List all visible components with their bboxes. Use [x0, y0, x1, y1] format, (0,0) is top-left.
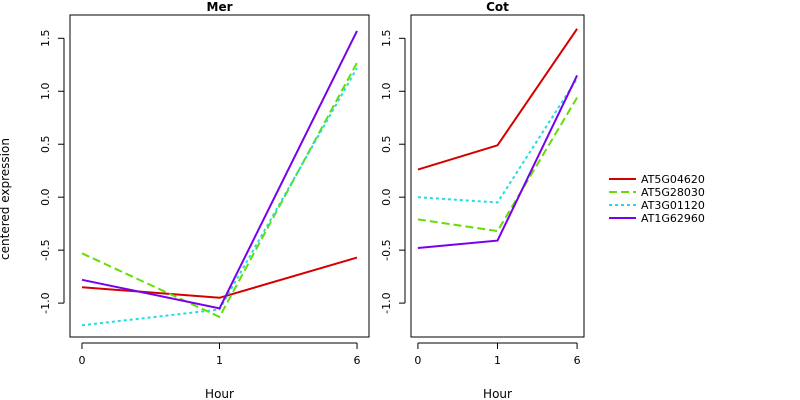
x-tick-label: 1 — [494, 354, 501, 367]
series-line-at3g01120 — [81, 67, 358, 327]
panel-title: Mer — [207, 0, 233, 14]
series-line-at5g28030 — [417, 97, 578, 233]
y-tick-label: 1.5 — [39, 30, 52, 48]
y-tick-label: -1.0 — [380, 292, 393, 313]
series-line-at5g04620 — [81, 256, 358, 299]
legend-label: AT1G62960 — [641, 212, 705, 225]
series-line-at5g28030 — [81, 62, 358, 319]
plot-frame — [410, 14, 585, 338]
y-tick-label: -1.0 — [39, 292, 52, 313]
x-tick-label: 6 — [574, 354, 581, 367]
y-tick-label: 0.0 — [39, 188, 52, 206]
x-axis-label: Hour — [205, 387, 234, 400]
y-tick-label: -0.5 — [39, 239, 52, 260]
series-line-at5g04620 — [417, 28, 578, 171]
y-tick-label: -0.5 — [380, 239, 393, 260]
series-line-at1g62960 — [417, 74, 579, 249]
panel-cot: Cot 0 1 6 Hour -1.0 -0.5 0.0 0.5 1.0 1.5 — [380, 0, 585, 400]
legend-label: AT3G01120 — [641, 199, 705, 212]
x-tick-label: 0 — [78, 354, 85, 367]
y-tick-label: 0.5 — [39, 135, 52, 153]
series-line-at1g62960 — [81, 30, 358, 310]
panel-title: Cot — [486, 0, 509, 14]
legend-label: AT5G28030 — [641, 186, 705, 199]
y-tick-label: 1.5 — [380, 30, 393, 48]
plot-frame — [69, 14, 370, 338]
y-tick-label: 0.0 — [380, 188, 393, 206]
legend-label: AT5G04620 — [641, 173, 705, 186]
y-tick-label: 0.5 — [380, 135, 393, 153]
panel-mer: Mer 0 1 6 Hour -1.0 -0.5 0.0 0.5 1.0 1.5 — [39, 0, 370, 400]
y-axis-label: centered expression — [0, 138, 12, 260]
y-tick-label: 1.0 — [39, 83, 52, 101]
x-tick-label: 1 — [216, 354, 223, 367]
x-axis-label: Hour — [483, 387, 512, 400]
x-tick-label: 6 — [354, 354, 361, 367]
y-tick-label: 1.0 — [380, 83, 393, 101]
x-tick-label: 0 — [414, 354, 421, 367]
series-line-at3g01120 — [417, 78, 578, 204]
